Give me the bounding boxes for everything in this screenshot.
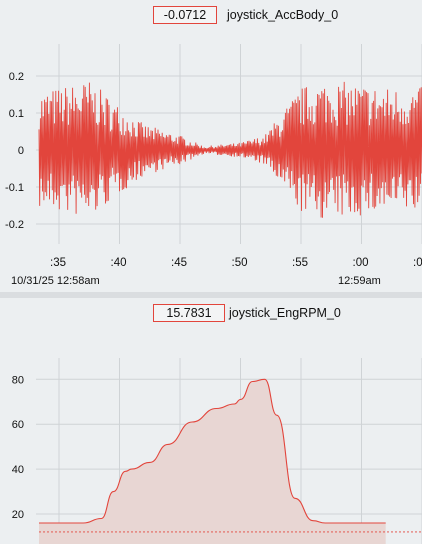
eng-rpm-panel: 15.7831 joystick_EngRPM_0 80 60 40 20 <box>0 298 422 544</box>
acc-body-y-tick: -0.2 <box>5 219 24 231</box>
eng-rpm-y-axis: 80 60 40 20 <box>12 374 24 521</box>
eng-rpm-area <box>39 379 386 544</box>
acc-body-x-tick: :55 <box>292 257 308 269</box>
acc-body-x-tick: :35 <box>50 257 66 269</box>
acc-body-date-right: 12:59am <box>338 275 381 287</box>
eng-rpm-y-tick: 40 <box>12 464 24 476</box>
eng-rpm-y-tick: 60 <box>12 419 24 431</box>
acc-body-header: -0.0712 joystick_AccBody_0 <box>0 6 422 24</box>
acc-body-x-tick: :40 <box>111 257 127 269</box>
acc-body-x-tick: :0 <box>413 257 422 269</box>
eng-rpm-signal-name: joystick_EngRPM_0 <box>229 306 341 320</box>
acc-body-chart[interactable]: 0.2 0.1 0 -0.1 -0.2 :35 :40 :45 :50 :55 :00 :0 10/… <box>0 0 422 292</box>
panel-divider[interactable] <box>0 292 422 298</box>
eng-rpm-y-tick: 80 <box>12 374 24 386</box>
eng-rpm-value-box[interactable]: 15.7831 <box>153 304 225 322</box>
acc-body-y-tick: 0.2 <box>9 71 24 83</box>
acc-body-date-left: 10/31/25 12:58am <box>11 275 100 287</box>
eng-rpm-y-tick: 20 <box>12 509 24 521</box>
acc-body-trace <box>38 81 422 218</box>
acc-body-signal-name: joystick_AccBody_0 <box>227 8 339 22</box>
acc-body-x-tick: :45 <box>171 257 187 269</box>
acc-body-x-tick: :00 <box>353 257 369 269</box>
eng-rpm-chart[interactable]: 80 60 40 20 <box>0 298 422 544</box>
eng-rpm-trace <box>38 378 386 524</box>
eng-rpm-header: 15.7831 joystick_EngRPM_0 <box>0 304 422 322</box>
acc-body-y-tick: -0.1 <box>5 182 24 194</box>
acc-body-y-axis: 0.2 0.1 0 -0.1 -0.2 <box>5 71 24 231</box>
acc-body-y-tick: 0.1 <box>9 108 24 120</box>
acc-body-value-box[interactable]: -0.0712 <box>153 6 217 24</box>
acc-body-y-tick: 0 <box>18 145 24 157</box>
acc-body-panel: -0.0712 joystick_AccBody_0 0.2 0.1 0 -0.1 -0… <box>0 0 422 292</box>
acc-body-x-tick: :50 <box>232 257 248 269</box>
acc-body-x-axis: :35 :40 :45 :50 :55 :00 :0 <box>50 257 422 269</box>
